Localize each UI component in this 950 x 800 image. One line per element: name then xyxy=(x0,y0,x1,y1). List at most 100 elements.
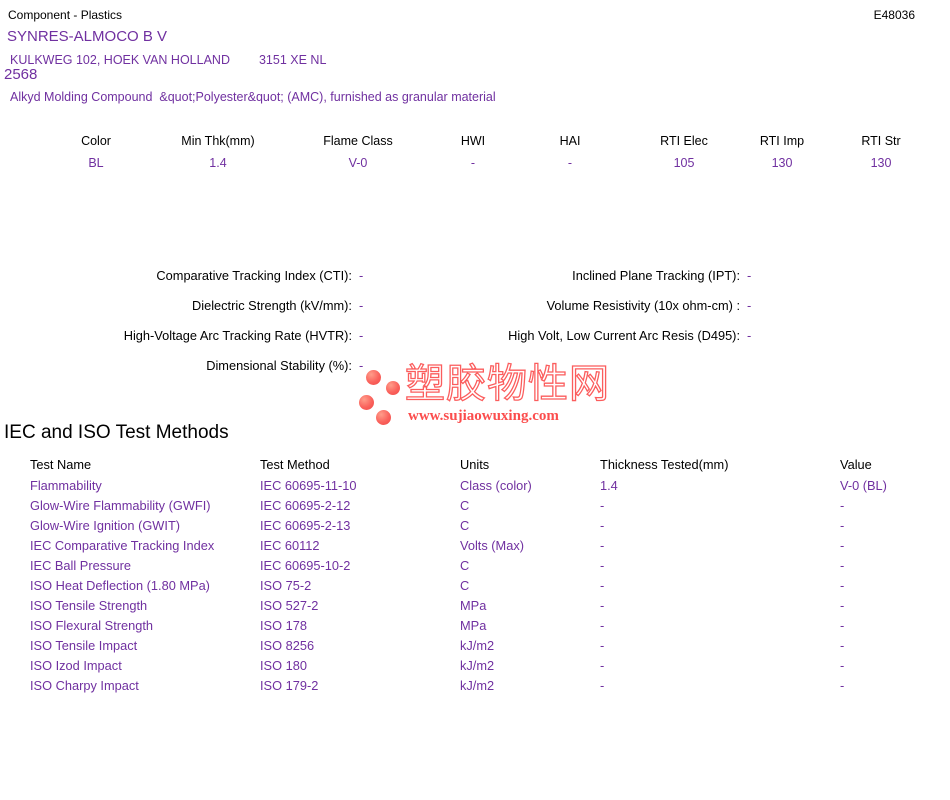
test-method-cell: - xyxy=(840,558,845,573)
test-method-cell: Flammability xyxy=(30,478,102,493)
test-method-cell: - xyxy=(840,678,845,693)
electrical-property-value: - xyxy=(359,358,364,373)
test-method-cell: C xyxy=(460,518,470,533)
company-postal-code: 3151 XE NL xyxy=(258,53,327,67)
electrical-property-row: Volume Resistivity (10x ohm-cm) :- xyxy=(380,291,820,321)
test-method-cell: - xyxy=(600,518,605,533)
test-method-cell: ISO Heat Deflection (1.80 MPa) xyxy=(30,578,210,593)
test-method-cell: ISO Charpy Impact xyxy=(30,678,139,693)
test-method-cell: ISO 8256 xyxy=(260,638,315,653)
material-description: Alkyd Molding Compound &quot;Polyester&q… xyxy=(10,90,496,104)
electrical-property-label: High-Voltage Arc Tracking Rate (HVTR): xyxy=(123,328,352,343)
test-method-row: Glow-Wire Flammability (GWFI) IEC 60695-2… xyxy=(0,496,950,516)
ratings-value: 105 xyxy=(673,156,695,170)
grade-number: 2568 xyxy=(4,66,38,83)
electrical-property-value: - xyxy=(747,328,752,343)
watermark-dot-icon xyxy=(376,410,391,425)
test-method-cell: 1.4 xyxy=(600,478,618,493)
test-method-cell: Volts (Max) xyxy=(460,538,524,553)
test-method-cell: - xyxy=(840,538,845,553)
test-method-cell: V-0 (BL) xyxy=(840,478,887,493)
test-method-cell: Glow-Wire Ignition (GWIT) xyxy=(30,518,181,533)
ratings-column-header: HAI xyxy=(559,134,581,148)
test-method-cell: - xyxy=(840,598,845,613)
test-method-cell: - xyxy=(600,618,605,633)
test-methods-column-header: Thickness Tested(mm) xyxy=(600,457,729,472)
test-method-cell: MPa xyxy=(460,618,487,633)
test-method-cell: - xyxy=(840,658,845,673)
ratings-header-row: Color Min Thk(mm) Flame Class HWI HAI RTI Ele… xyxy=(40,130,940,152)
test-method-cell: ISO 75-2 xyxy=(260,578,312,593)
test-method-cell: - xyxy=(840,638,845,653)
ratings-value: - xyxy=(470,156,476,170)
electrical-property-row: High-Voltage Arc Tracking Rate (HVTR): - xyxy=(0,321,420,351)
watermark-dot-icon xyxy=(366,370,381,385)
test-methods-column-header: Units xyxy=(460,457,490,472)
test-method-cell: ISO Flexural Strength xyxy=(30,618,154,633)
test-method-cell: Class (color) xyxy=(460,478,532,493)
electrical-property-value: - xyxy=(747,268,752,283)
test-method-cell: C xyxy=(460,578,470,593)
ratings-column-header: Color xyxy=(81,134,111,148)
test-methods-column-header: Test Method xyxy=(260,457,330,472)
ratings-value: 130 xyxy=(870,156,892,170)
ratings-column-header: HWI xyxy=(460,134,486,148)
watermark-dot-icon xyxy=(386,381,400,395)
test-methods-header-row: Test Name Test Method Units Thickness Teste… xyxy=(0,455,950,475)
test-method-cell: IEC 60695-2-12 xyxy=(260,498,351,513)
test-method-cell: - xyxy=(600,558,605,573)
watermark-dot-icon xyxy=(359,395,374,410)
test-method-cell: ISO Izod Impact xyxy=(30,658,122,673)
test-method-cell: ISO 178 xyxy=(260,618,307,633)
test-method-cell: C xyxy=(460,498,470,513)
electrical-property-row: Inclined Plane Tracking (IPT): - xyxy=(380,261,820,291)
test-method-cell: IEC 60695-11-10 xyxy=(260,478,357,493)
test-method-cell: ISO 180 xyxy=(260,658,307,673)
electrical-right-column: Inclined Plane Tracking (IPT): - Volume Re… xyxy=(380,261,820,351)
site-watermark: 塑胶物性网 www.sujiaowuxing.com xyxy=(355,361,610,432)
electrical-property-value: - xyxy=(747,298,752,313)
test-method-cell: IEC 60695-10-2 xyxy=(260,558,351,573)
test-method-cell: IEC 60695-2-13 xyxy=(260,518,351,533)
test-method-cell: MPa xyxy=(460,598,487,613)
test-method-row: ISO Charpy Impact ISO 179-2 kJ/m2 - - xyxy=(0,676,950,696)
electrical-left-column: Comparative Tracking Index (CTI): - Dielec… xyxy=(0,261,420,381)
test-method-row: ISO Heat Deflection (1.80 MPa) ISO 75-2 C -… xyxy=(0,576,950,596)
test-method-cell: kJ/m2 xyxy=(460,638,495,653)
test-method-cell: - xyxy=(840,518,845,533)
test-method-cell: ISO 527-2 xyxy=(260,598,319,613)
test-methods-body: Flammability IEC 60695-11-10 Class (color)… xyxy=(0,476,950,696)
test-method-cell: - xyxy=(600,498,605,513)
ratings-value: 130 xyxy=(771,156,793,170)
ratings-value: V-0 xyxy=(348,156,368,170)
ratings-column-header: Min Thk(mm) xyxy=(181,134,255,148)
test-method-cell: ISO 179-2 xyxy=(260,678,319,693)
electrical-property-label: Dielectric Strength (kV/mm): xyxy=(192,298,352,313)
electrical-property-label: Volume Resistivity (10x ohm-cm) : xyxy=(546,298,740,313)
electrical-property-row: Dielectric Strength (kV/mm): - xyxy=(0,291,420,321)
ratings-value: 1.4 xyxy=(209,156,227,170)
test-method-row: Flammability IEC 60695-11-10 Class (color)… xyxy=(0,476,950,496)
test-method-cell: - xyxy=(840,618,845,633)
test-method-cell: - xyxy=(840,498,845,513)
electrical-property-value: - xyxy=(359,328,364,343)
test-method-cell: IEC 60112 xyxy=(260,538,320,553)
doc-category-label: Component - Plastics xyxy=(8,8,123,22)
test-method-cell: - xyxy=(600,638,605,653)
test-method-cell: ISO Tensile Strength xyxy=(30,598,148,613)
ul-file-number: E48036 xyxy=(873,8,915,22)
electrical-property-label: Inclined Plane Tracking (IPT): xyxy=(572,268,740,283)
electrical-property-value: - xyxy=(359,298,364,313)
company-name: SYNRES-ALMOCO B V xyxy=(7,28,168,45)
test-method-cell: C xyxy=(460,558,470,573)
test-method-cell: - xyxy=(600,598,605,613)
test-method-row: ISO Izod Impact ISO 180 kJ/m2 - - xyxy=(0,656,950,676)
electrical-property-value: - xyxy=(359,268,364,283)
electrical-property-row: Comparative Tracking Index (CTI): - xyxy=(0,261,420,291)
ratings-column-header: RTI Str xyxy=(861,134,901,148)
test-method-row: ISO Flexural Strength ISO 178 MPa - - xyxy=(0,616,950,636)
test-method-cell: - xyxy=(600,578,605,593)
electrical-property-row: Dimensional Stability (%): - xyxy=(0,351,420,381)
test-method-cell: - xyxy=(840,578,845,593)
